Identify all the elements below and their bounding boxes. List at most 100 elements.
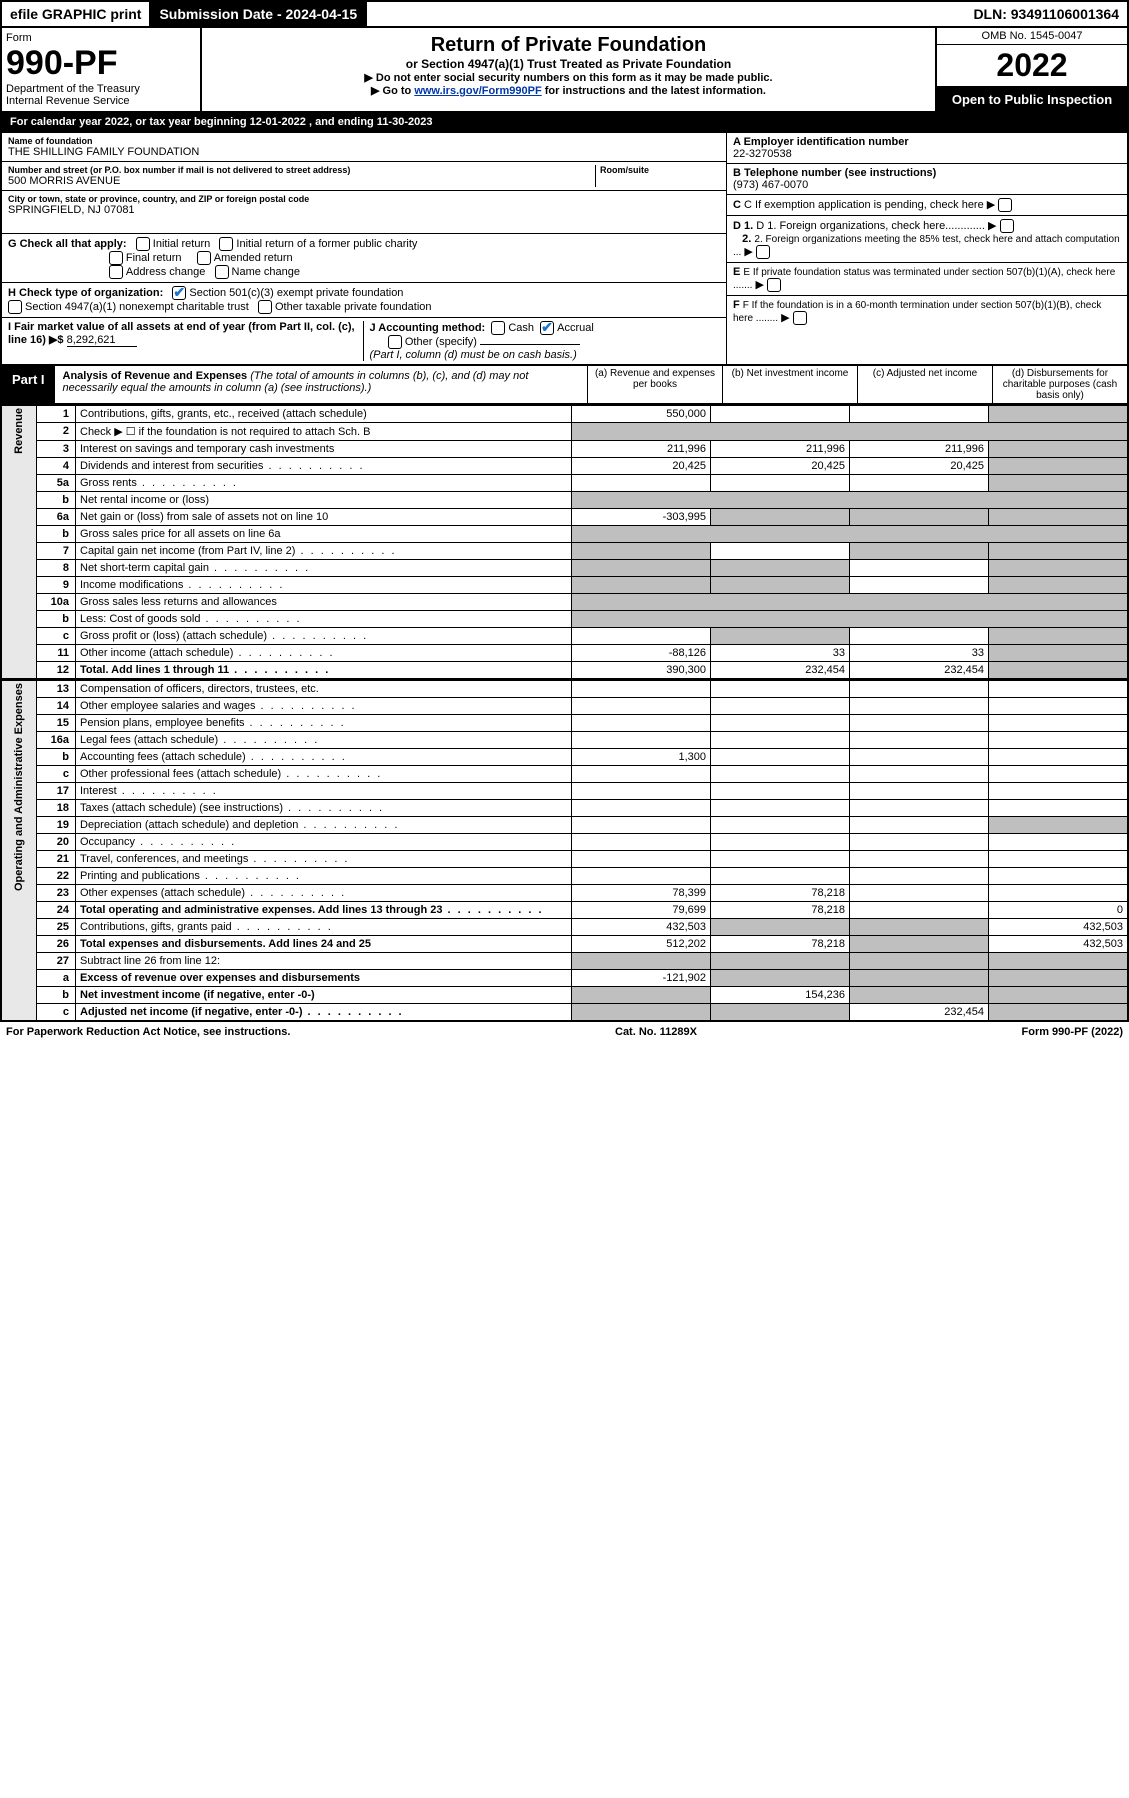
room-lbl: Room/suite xyxy=(600,165,720,175)
part1-tag: Part I xyxy=(2,366,55,403)
line-num: 24 xyxy=(37,902,76,919)
cell-d xyxy=(989,628,1129,645)
cell-b xyxy=(711,715,850,732)
ck-e[interactable] xyxy=(767,278,781,292)
d1-txt: D 1. Foreign organizations, check here..… xyxy=(756,220,985,232)
cell-c xyxy=(850,732,989,749)
form-word: Form xyxy=(6,32,196,44)
line-desc: Travel, conferences, and meetings xyxy=(76,851,572,868)
cell-d xyxy=(989,766,1129,783)
cell-pad xyxy=(572,526,1129,543)
cell-a: 1,300 xyxy=(572,749,711,766)
footer-right: Form 990-PF (2022) xyxy=(1022,1026,1123,1038)
line-num: 5a xyxy=(37,475,76,492)
cell-b xyxy=(711,1004,850,1022)
footer-left: For Paperwork Reduction Act Notice, see … xyxy=(6,1026,290,1038)
line-num: 23 xyxy=(37,885,76,902)
cell-a xyxy=(572,1004,711,1022)
cell xyxy=(711,953,850,970)
b-lbl: B Telephone number (see instructions) xyxy=(733,167,936,179)
cell-a: 211,996 xyxy=(572,441,711,458)
goto-tail: for instructions and the latest informat… xyxy=(542,85,766,97)
ck-final[interactable] xyxy=(109,251,123,265)
cell-b xyxy=(711,509,850,526)
cell-a xyxy=(572,834,711,851)
cell-pad xyxy=(572,594,1129,611)
form-url-link[interactable]: www.irs.gov/Form990PF xyxy=(414,85,541,97)
cell xyxy=(850,953,989,970)
ck-other-acct[interactable] xyxy=(388,335,402,349)
g-amended: Amended return xyxy=(214,252,293,264)
cell-c xyxy=(850,936,989,953)
cell-b xyxy=(711,543,850,560)
ck-4947[interactable] xyxy=(8,300,22,314)
j-lbl: J Accounting method: xyxy=(370,322,486,334)
line-desc: Occupancy xyxy=(76,834,572,851)
cell-b xyxy=(711,560,850,577)
ck-initial[interactable] xyxy=(136,237,150,251)
ck-d2[interactable] xyxy=(756,245,770,259)
cell-b: 154,236 xyxy=(711,987,850,1004)
cell-b xyxy=(711,868,850,885)
i-lbl: I Fair market value of all assets at end… xyxy=(8,321,355,346)
g-initial: Initial return xyxy=(153,238,210,250)
ck-accrual[interactable] xyxy=(540,321,554,335)
ck-f[interactable] xyxy=(793,311,807,325)
cell-a xyxy=(572,577,711,594)
cell-b xyxy=(711,919,850,936)
ck-c[interactable] xyxy=(998,198,1012,212)
cell-a: -303,995 xyxy=(572,509,711,526)
ck-amended[interactable] xyxy=(197,251,211,265)
line-desc: Taxes (attach schedule) (see instruction… xyxy=(76,800,572,817)
line-num: 14 xyxy=(37,698,76,715)
subdate-lbl: Submission Date - xyxy=(159,6,285,22)
cell xyxy=(989,953,1129,970)
cell-a: -121,902 xyxy=(572,970,711,987)
line-num: 21 xyxy=(37,851,76,868)
a-lbl: A Employer identification number xyxy=(733,136,909,148)
ck-501c3[interactable] xyxy=(172,286,186,300)
cell-c xyxy=(850,970,989,987)
line-num: a xyxy=(37,970,76,987)
line-num: 22 xyxy=(37,868,76,885)
i-val: 8,292,621 xyxy=(67,334,137,347)
line-num: 19 xyxy=(37,817,76,834)
cell-c xyxy=(850,749,989,766)
cell-a xyxy=(572,543,711,560)
line-num: 6a xyxy=(37,509,76,526)
ck-namechg[interactable] xyxy=(215,265,229,279)
dln: 93491106001364 xyxy=(1011,6,1119,22)
cell-b xyxy=(711,817,850,834)
line-desc: Other expenses (attach schedule) xyxy=(76,885,572,902)
line-desc: Capital gain net income (from Part IV, l… xyxy=(76,543,572,560)
cell-a: 390,300 xyxy=(572,662,711,680)
j-cash: Cash xyxy=(508,322,534,334)
e-txt: E If private foundation status was termi… xyxy=(733,267,1115,291)
cell-c xyxy=(850,919,989,936)
ck-initial-pub[interactable] xyxy=(219,237,233,251)
cell-b xyxy=(711,732,850,749)
cell-d xyxy=(989,800,1129,817)
cell-c xyxy=(850,800,989,817)
line-num: 12 xyxy=(37,662,76,680)
cell-pad xyxy=(572,492,1129,509)
cell-d xyxy=(989,662,1129,680)
line-num: 16a xyxy=(37,732,76,749)
ck-addr[interactable] xyxy=(109,265,123,279)
ck-other-tax[interactable] xyxy=(258,300,272,314)
cell-b: 232,454 xyxy=(711,662,850,680)
line-num: 10a xyxy=(37,594,76,611)
line-num: 20 xyxy=(37,834,76,851)
goto: ▶ Go to xyxy=(371,85,414,97)
cell-b xyxy=(711,766,850,783)
line-num: 18 xyxy=(37,800,76,817)
ck-d1[interactable] xyxy=(1000,219,1014,233)
cell-c: 211,996 xyxy=(850,441,989,458)
h-other: Other taxable private foundation xyxy=(275,301,432,313)
cell-d xyxy=(989,560,1129,577)
c-txt: C If exemption application is pending, c… xyxy=(744,199,984,211)
line-num: 26 xyxy=(37,936,76,953)
ck-cash[interactable] xyxy=(491,321,505,335)
cell-pad xyxy=(572,423,1129,441)
line-desc: Net investment income (if negative, ente… xyxy=(76,987,572,1004)
